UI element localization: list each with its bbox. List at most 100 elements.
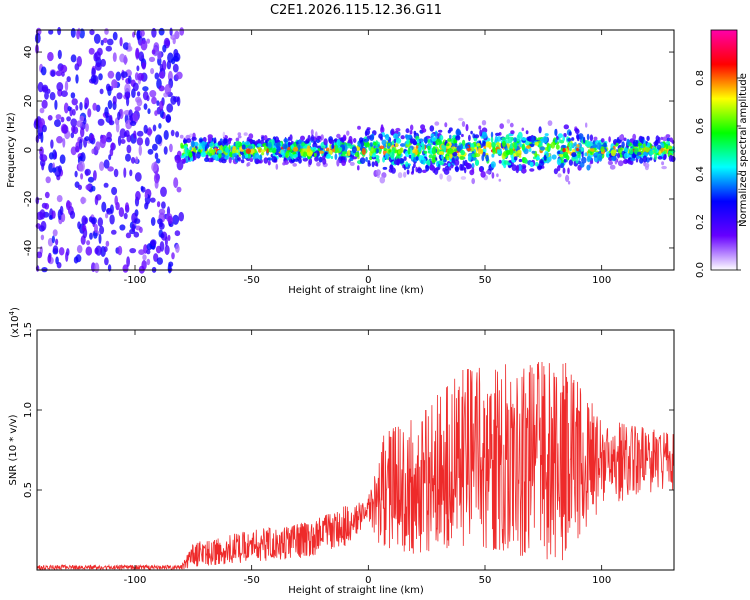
spectrogram-cell — [119, 53, 126, 63]
spectrogram-cell — [112, 31, 118, 41]
spectrogram-cell — [72, 126, 79, 135]
spectrogram-cell — [134, 218, 141, 225]
spectrogram-cell — [545, 152, 549, 158]
spectrogram-cell — [209, 147, 213, 153]
spectrogram-cell — [282, 143, 288, 150]
spectrogram-cell — [623, 137, 627, 142]
spectrogram-cell — [665, 143, 669, 150]
spectrogram-cell — [78, 160, 85, 172]
spectrogram-cell — [578, 133, 584, 140]
spectrogram-cell — [338, 146, 343, 152]
spectrogram-cell — [47, 115, 53, 121]
spectrogram-cell — [67, 106, 72, 112]
spectrogram-cell — [613, 141, 617, 145]
spectrogram-cell — [139, 226, 143, 233]
spectrogram-cell — [581, 151, 584, 158]
spectrogram-cell — [554, 128, 557, 136]
spectrogram-cell — [141, 260, 147, 270]
spectrogram-cell — [112, 95, 117, 105]
spectrogram-cell — [298, 139, 302, 145]
colorbar-label: Normalized spectral amplitude — [738, 73, 749, 227]
spectrogram-cell — [70, 27, 76, 38]
spectrogram-cell — [155, 134, 162, 145]
spectrogram-cell — [41, 99, 48, 109]
spectrogram-cell — [455, 128, 461, 136]
spectrogram-cell — [193, 155, 197, 161]
spectrogram-cell — [101, 201, 107, 213]
spectrogram-cell — [431, 137, 437, 142]
spectrogram-cell — [496, 136, 502, 142]
spectrogram-cell — [421, 143, 425, 151]
spectrogram-cell — [130, 120, 137, 127]
spectrogram-cell — [471, 167, 475, 173]
spectrogram-cell — [123, 167, 127, 178]
spectrogram-cell — [649, 150, 654, 155]
spectrogram-cell — [76, 120, 83, 128]
spectrogram-cell — [391, 140, 395, 146]
spectrogram-cell — [610, 149, 617, 157]
spectrogram-cell — [577, 151, 581, 157]
spectrogram-cell — [61, 124, 69, 134]
spectrogram-cell — [135, 47, 140, 59]
spectrogram-cell — [490, 161, 496, 169]
spectrogram-cell — [471, 156, 477, 161]
spectrogram-cell — [312, 149, 316, 153]
spectrogram-cell — [175, 71, 183, 80]
spectrogram-cell — [337, 139, 341, 146]
spectrogram-cell — [171, 252, 175, 260]
spectrogram-cell — [115, 71, 122, 81]
spectrogram-cell — [542, 136, 548, 144]
spectrogram-cell — [646, 142, 651, 148]
spectrogram-cell — [159, 241, 165, 252]
spectrogram-cell — [409, 130, 413, 135]
spectrogram-cell — [37, 132, 42, 139]
spectrogram-cell — [158, 27, 165, 36]
spectrogram-cell — [509, 148, 514, 156]
spectrogram-cell — [173, 48, 179, 58]
spectrogram-x-axis-label: Height of straight line (km) — [288, 285, 424, 296]
spectrogram-cell — [582, 136, 586, 144]
snr-scale-close: ) — [10, 307, 21, 311]
spectrogram-cell — [144, 193, 148, 199]
spectrogram-cell — [395, 142, 399, 148]
spectrogram-cell — [39, 107, 45, 114]
snr-y-scale: (x104) — [8, 307, 21, 338]
spectrogram-cell — [600, 138, 605, 143]
spectrogram-cell — [158, 85, 165, 92]
spectrogram-cell — [164, 245, 170, 255]
spectrogram-cell — [400, 135, 405, 140]
spectrogram-cell — [411, 166, 415, 174]
colorbar: 0.0 0.2 0.4 0.6 0.8 Normalized spectral ampl… — [695, 29, 749, 278]
spectrogram-cell — [66, 76, 71, 83]
spectrogram-cell — [248, 133, 254, 140]
spectrogram-cell — [318, 150, 324, 154]
spectrogram-cell — [562, 167, 566, 174]
snr-x-ticks: -100 -50 0 50 100 — [124, 330, 611, 586]
spectrogram-cell — [428, 154, 433, 159]
spectrogram-cell — [449, 149, 455, 154]
spectrogram-cell — [557, 133, 564, 139]
spectrogram-cell — [92, 102, 97, 111]
spectrogram-cell — [384, 133, 390, 141]
spectrogram-cell — [204, 144, 210, 149]
spectrogram-cell — [513, 137, 517, 143]
spectrogram-cell — [102, 37, 108, 44]
spectrogram-cell — [577, 136, 580, 142]
spectrogram-cell — [461, 133, 464, 138]
spectrogram-cell — [370, 147, 375, 154]
spectrogram-cell — [303, 140, 310, 144]
spectrogram-cell — [617, 160, 624, 167]
spectrogram-cell — [331, 143, 335, 149]
spectrogram-cell — [88, 47, 95, 55]
spectrogram-cell — [448, 127, 453, 132]
spectrogram-cell — [555, 144, 560, 150]
spectrogram-cell — [228, 137, 233, 141]
spectrogram-cell — [373, 141, 377, 146]
spectrogram-cell — [249, 158, 254, 162]
spectrogram-cell — [237, 135, 242, 139]
spectrogram-cell — [545, 146, 548, 151]
spectrogram-cell — [237, 132, 242, 137]
spectrogram-cell — [56, 195, 63, 203]
spectrogram-cell — [669, 137, 674, 143]
spectrogram-cell — [152, 143, 158, 151]
